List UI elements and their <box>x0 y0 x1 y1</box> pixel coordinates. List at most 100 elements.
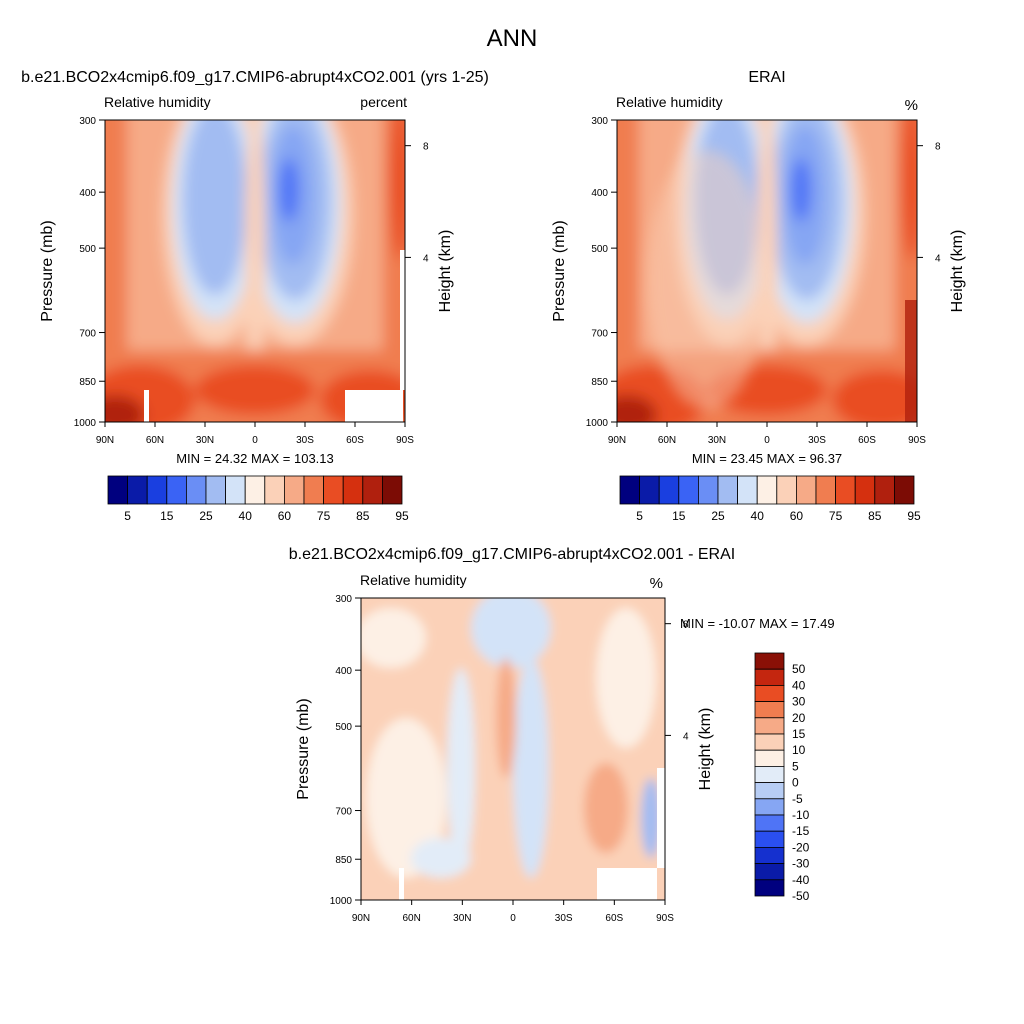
colorbar-label: 85 <box>356 509 370 523</box>
y-axis-title-pressure: Pressure (mb) <box>551 220 568 321</box>
pressure-tick-label: 850 <box>79 377 96 388</box>
colorbar-box <box>754 847 785 865</box>
y-axis-title-height: Height (km) <box>949 230 966 313</box>
pressure-tick-label: 400 <box>335 666 352 677</box>
lat-tick-label: 90S <box>656 913 674 924</box>
panel-diff-header: b.e21.BCO2x4cmip6.f09_g17.CMIP6-abrupt4x… <box>289 546 735 563</box>
colorbar-label: 75 <box>317 509 331 523</box>
colorbar-label: 95 <box>907 509 921 523</box>
colorbar-box <box>776 475 797 505</box>
colorbar-label: 30 <box>792 695 806 709</box>
pressure-tick-label: 500 <box>335 722 352 733</box>
pressure-tick-label: 300 <box>79 116 96 127</box>
pressure-tick-label: 850 <box>335 855 352 866</box>
colorbar-box <box>754 766 785 784</box>
height-tick-label: 8 <box>423 142 429 153</box>
colorbar-box <box>678 475 699 505</box>
pressure-tick-label: 500 <box>591 244 608 255</box>
panel-obs-variable: Relative humidity <box>616 94 723 110</box>
pressure-tick-label: 1000 <box>330 896 353 907</box>
panel-obs-plot <box>616 119 918 423</box>
colorbar-box <box>185 475 207 505</box>
colorbar-box <box>658 475 680 505</box>
colorbar-label: 15 <box>792 727 806 741</box>
panel-model-stats: MIN = 24.32 MAX = 103.13 <box>176 451 334 466</box>
colorbar-label: 5 <box>792 759 799 773</box>
colorbar-label: 60 <box>790 509 804 523</box>
colorbar-box <box>835 475 856 505</box>
panel-obs-units: % <box>905 97 918 114</box>
panel-model-units: percent <box>360 94 407 110</box>
colorbar-label: 0 <box>792 776 799 790</box>
colorbar-label: 40 <box>239 509 253 523</box>
colorbar-label: 40 <box>792 678 806 692</box>
colorbar-box <box>107 475 129 505</box>
lat-tick-label: 60N <box>146 435 164 446</box>
pressure-tick-label: 1000 <box>586 418 609 429</box>
colorbar-box <box>756 475 778 505</box>
y-axis-title-pressure: Pressure (mb) <box>39 220 56 321</box>
colorbar-box <box>754 685 785 703</box>
colorbar-box <box>205 475 227 505</box>
pressure-tick-label: 700 <box>79 329 96 340</box>
colorbar-box <box>754 798 785 816</box>
pressure-tick-label: 700 <box>591 329 608 340</box>
colorbar-box <box>894 475 915 505</box>
y-axis-title-pressure: Pressure (mb) <box>295 698 312 799</box>
panel-model-colorbar: 5 15 25 40 60 75 85 95 <box>107 475 409 523</box>
lat-tick-label: 90N <box>608 435 626 446</box>
colorbar-box <box>754 668 785 686</box>
lat-tick-label: 90N <box>352 913 370 924</box>
pressure-tick-label: 850 <box>591 377 608 388</box>
colorbar-box <box>754 717 785 735</box>
colorbar-box <box>225 475 246 505</box>
y-axis-title-height: Height (km) <box>697 708 714 791</box>
colorbar-box <box>146 475 168 505</box>
y-axis-title-height: Height (km) <box>437 230 454 313</box>
height-tick-label: 8 <box>935 142 941 153</box>
lat-tick-label: 30S <box>808 435 826 446</box>
colorbar-label: 15 <box>160 509 174 523</box>
panel-diff-variable: Relative humidity <box>360 572 467 588</box>
colorbar-label: 5 <box>124 509 131 523</box>
lat-tick-label: 0 <box>510 913 516 924</box>
colorbar-box <box>874 475 895 505</box>
colorbar-label: 25 <box>711 509 725 523</box>
panel-model-axes: 300 400 500 700 850 1000 8 4 90N 60N 30N 0 30S 60S 90S… <box>39 116 454 446</box>
height-tick-label: 4 <box>935 253 941 264</box>
lat-tick-label: 0 <box>764 435 770 446</box>
figure-title: ANN <box>487 25 538 52</box>
colorbar-label: 85 <box>868 509 882 523</box>
panel-model-header: b.e21.BCO2x4cmip6.f09_g17.CMIP6-abrupt4x… <box>21 69 489 86</box>
colorbar-label: 10 <box>792 743 806 757</box>
pressure-tick-label: 1000 <box>74 418 97 429</box>
lat-tick-label: 90S <box>908 435 926 446</box>
colorbar-box <box>303 475 325 505</box>
colorbar-box <box>283 475 305 505</box>
colorbar-box <box>754 830 785 848</box>
colorbar-box <box>854 475 876 505</box>
colorbar-box <box>639 475 660 505</box>
colorbar-label: -15 <box>792 824 810 838</box>
colorbar-box <box>815 475 837 505</box>
colorbar-box <box>698 475 719 505</box>
pressure-tick-label: 500 <box>79 244 96 255</box>
colorbar-box <box>754 749 785 767</box>
colorbar-box <box>754 782 785 800</box>
colorbar-label: -30 <box>792 857 810 871</box>
panel-obs: ERAI Relative humidity % 300400500700850… <box>551 69 966 523</box>
colorbar-box <box>127 475 148 505</box>
colorbar-box <box>754 814 785 832</box>
panel-obs-stats: MIN = 23.45 MAX = 96.37 <box>692 451 842 466</box>
colorbar-box <box>754 733 785 751</box>
lat-tick-label: 30N <box>196 435 214 446</box>
colorbar-label: 75 <box>829 509 843 523</box>
panel-diff-units: % <box>650 575 663 592</box>
lat-tick-label: 90N <box>96 435 114 446</box>
panel-diff-axes: 300 400 500 700 850 1000 8 4 90N 60N 30N 0 30S 60S 90S… <box>295 594 714 924</box>
lat-tick-label: 60N <box>402 913 420 924</box>
panel-model: b.e21.BCO2x4cmip6.f09_g17.CMIP6-abrupt4x… <box>21 69 489 523</box>
colorbar-box <box>796 475 817 505</box>
